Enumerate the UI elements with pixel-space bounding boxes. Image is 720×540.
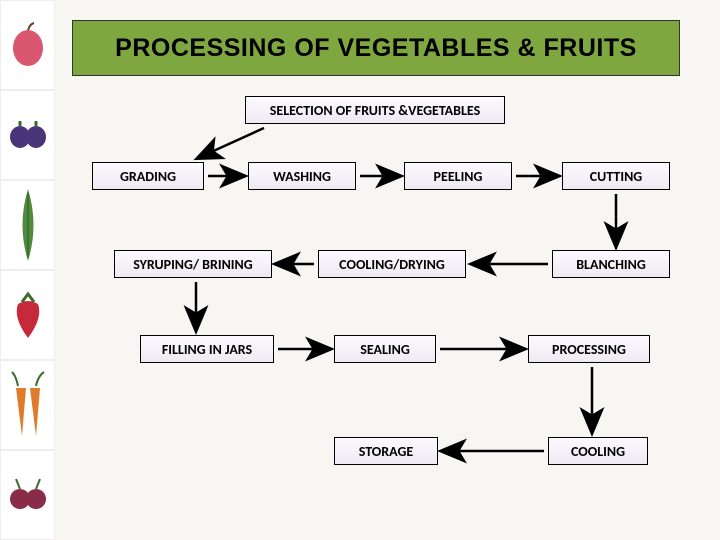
node-processing: PROCESSING: [528, 335, 650, 363]
strawberry-icon: [0, 270, 55, 360]
node-sealing: SEALING: [334, 335, 436, 363]
node-cooling: COOLING/DRYING: [318, 250, 466, 278]
peach-icon: [0, 0, 55, 90]
eggplant-icon: [0, 90, 55, 180]
carrot-icon: [0, 360, 55, 450]
node-peeling: PEELING: [404, 162, 512, 190]
node-cooling2: COOLING: [548, 437, 648, 465]
sidebar: [0, 0, 55, 540]
page-title: PROCESSING OF VEGETABLES & FRUITS: [115, 34, 637, 63]
node-washing: WASHING: [248, 162, 356, 190]
title-bar: PROCESSING OF VEGETABLES & FRUITS: [72, 20, 680, 76]
node-filling: FILLING IN JARS: [140, 335, 274, 363]
node-storage: STORAGE: [334, 437, 438, 465]
node-cutting: CUTTING: [562, 162, 670, 190]
arrow-selection-to-grading: [198, 128, 264, 158]
node-blanching: BLANCHING: [552, 250, 670, 278]
okra-icon: [0, 180, 55, 270]
node-selection: SELECTION OF FRUITS &VEGETABLES: [245, 96, 505, 124]
node-grading: GRADING: [92, 162, 204, 190]
node-syruping: SYRUPING/ BRINING: [114, 250, 272, 278]
radish-icon: [0, 450, 55, 540]
